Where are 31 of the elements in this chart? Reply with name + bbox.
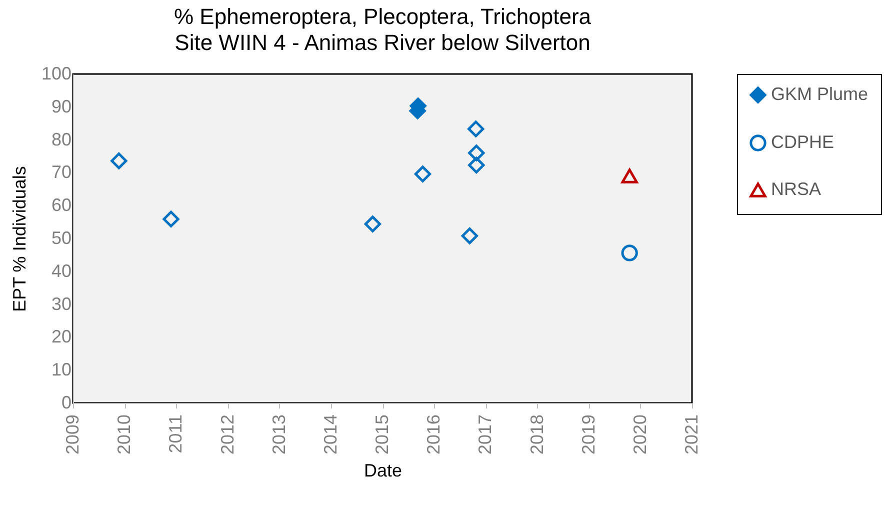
y-tick-label: 20 [51, 326, 72, 347]
y-tick-label: 90 [51, 96, 72, 116]
legend-label: NRSA [771, 179, 822, 199]
x-tick-label: 2009 [62, 414, 82, 455]
legend-label: GKM Plume [771, 84, 868, 104]
x-tick-label: 2018 [526, 414, 547, 455]
y-tick-label: 100 [41, 64, 72, 84]
y-tick-label: 80 [51, 129, 72, 150]
x-tick-label: 2019 [578, 414, 598, 455]
x-tick-label: 2021 [682, 414, 702, 455]
y-tick-label: 50 [51, 228, 72, 248]
x-tick-label: 2011 [166, 414, 186, 454]
x-tick-label: 2012 [217, 414, 238, 455]
y-tick-label: 70 [51, 162, 72, 182]
x-axis-title: Date [364, 460, 402, 481]
x-tick-label: 2017 [475, 414, 496, 455]
x-tick-label: 2013 [268, 414, 289, 455]
x-tick-label: 2010 [114, 414, 134, 455]
legend-label: CDPHE [771, 132, 834, 152]
x-tick-label: 2014 [320, 414, 340, 455]
chart-title: % Ephemeroptera, Plecoptera, Trichoptera [174, 4, 592, 29]
y-tick-label: 30 [51, 294, 72, 314]
y-axis-title: EPT % Individuals [9, 166, 30, 312]
y-tick-label: 60 [51, 195, 72, 216]
y-tick-label: 40 [51, 260, 72, 281]
y-tick-label: 0 [61, 392, 72, 412]
x-tick-label: 2015 [372, 414, 392, 455]
x-tick-label: 2020 [630, 414, 650, 455]
chart-subtitle: Site WIIN 4 - Animas River below Silverton [174, 30, 590, 55]
x-tick-label: 2016 [424, 414, 444, 455]
y-tick-label: 10 [51, 360, 72, 380]
